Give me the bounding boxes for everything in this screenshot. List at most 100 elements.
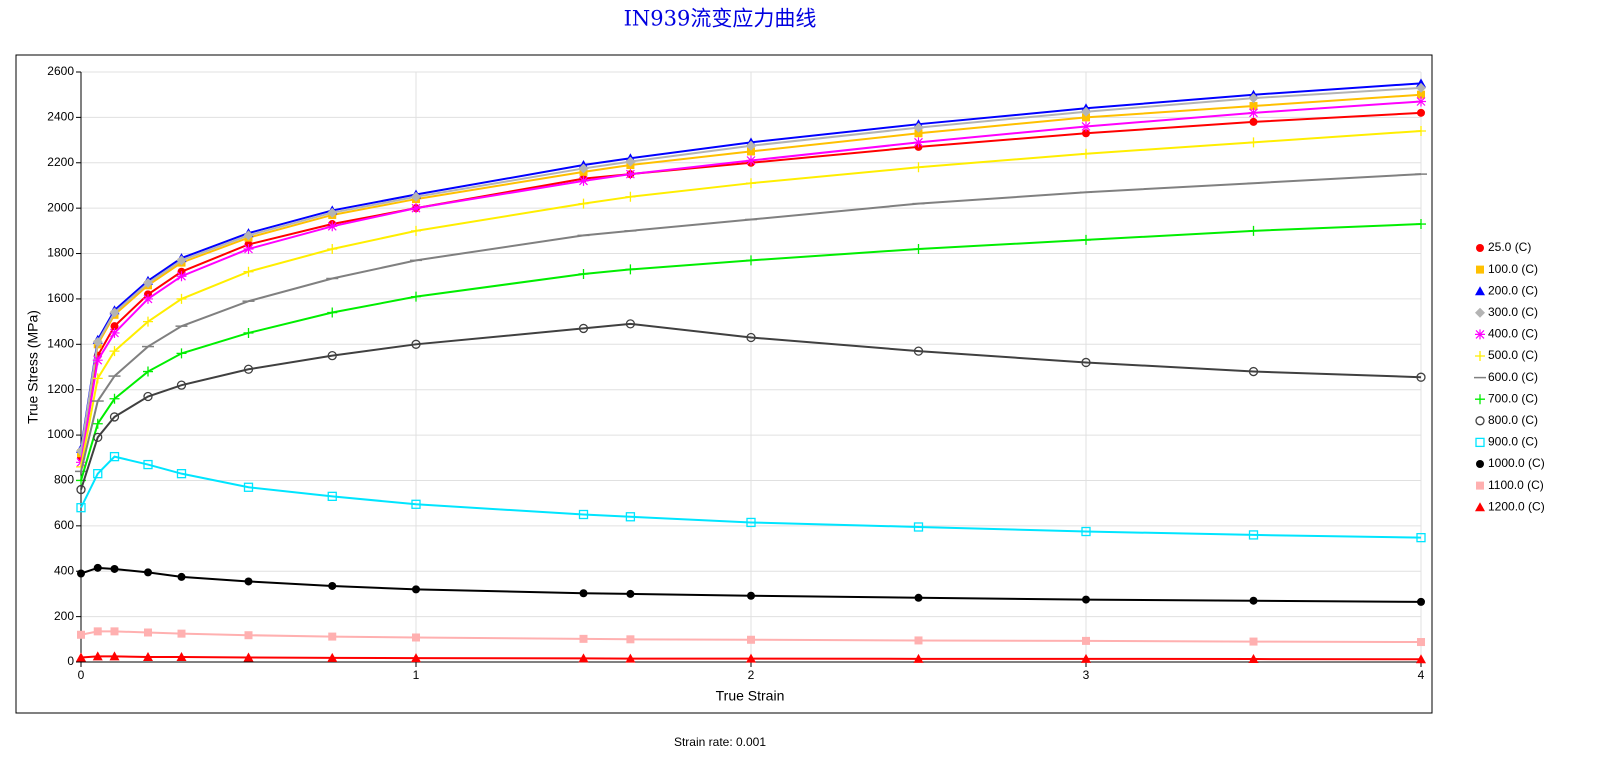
marker bbox=[327, 207, 338, 218]
marker bbox=[243, 230, 254, 241]
legend-marker bbox=[1475, 416, 1485, 426]
marker bbox=[177, 629, 186, 638]
marker bbox=[411, 191, 421, 202]
marker bbox=[626, 589, 635, 598]
marker bbox=[626, 635, 635, 644]
legend-marker bbox=[1475, 502, 1485, 512]
marker bbox=[625, 264, 636, 275]
marker bbox=[578, 268, 589, 279]
marker bbox=[92, 373, 103, 384]
marker bbox=[1249, 596, 1258, 605]
y-tick-label: 2400 bbox=[47, 110, 74, 124]
marker bbox=[109, 307, 120, 318]
marker bbox=[1417, 90, 1425, 99]
marker bbox=[243, 244, 254, 254]
marker bbox=[328, 581, 337, 590]
marker bbox=[625, 191, 636, 202]
marker bbox=[176, 380, 187, 390]
legend-marker bbox=[1475, 286, 1485, 296]
legend-label: 500.0 (C) bbox=[1488, 348, 1538, 362]
y-tick-label: 400 bbox=[54, 563, 74, 577]
marker bbox=[1081, 234, 1091, 245]
legend-label: 25.0 (C) bbox=[1488, 240, 1531, 254]
marker bbox=[913, 244, 924, 254]
marker bbox=[411, 499, 421, 509]
marker bbox=[243, 652, 254, 662]
marker bbox=[913, 653, 924, 663]
marker bbox=[411, 339, 421, 349]
legend-marker bbox=[1476, 265, 1484, 274]
marker bbox=[579, 589, 588, 598]
marker bbox=[411, 653, 421, 663]
marker bbox=[144, 628, 152, 637]
x-tick-label: 2 bbox=[748, 668, 755, 682]
marker bbox=[92, 651, 103, 661]
marker bbox=[578, 163, 589, 174]
x-tick-label: 1 bbox=[413, 668, 420, 682]
marker bbox=[93, 469, 103, 479]
marker bbox=[913, 346, 924, 356]
legend-label: 900.0 (C) bbox=[1488, 435, 1538, 449]
legend-label: 200.0 (C) bbox=[1488, 283, 1538, 297]
marker bbox=[76, 503, 86, 513]
legend-marker bbox=[1475, 351, 1485, 361]
marker bbox=[1248, 654, 1259, 664]
marker bbox=[1081, 106, 1091, 117]
marker bbox=[109, 451, 120, 462]
marker bbox=[1081, 653, 1091, 663]
marker bbox=[1249, 117, 1258, 126]
marker bbox=[1082, 113, 1090, 122]
marker bbox=[625, 653, 636, 663]
marker bbox=[578, 198, 589, 209]
marker bbox=[143, 652, 153, 662]
marker bbox=[1248, 93, 1259, 104]
marker bbox=[243, 327, 254, 338]
y-tick-label: 600 bbox=[54, 518, 74, 532]
marker bbox=[110, 322, 119, 331]
marker bbox=[747, 591, 755, 600]
marker bbox=[1248, 366, 1259, 377]
marker bbox=[143, 278, 153, 289]
marker bbox=[109, 346, 120, 357]
marker bbox=[176, 348, 187, 359]
legend-marker bbox=[1476, 460, 1484, 468]
marker bbox=[243, 266, 254, 277]
marker bbox=[1417, 108, 1425, 117]
legend-label: 1000.0 (C) bbox=[1488, 456, 1545, 470]
marker bbox=[625, 319, 636, 329]
marker bbox=[913, 162, 924, 173]
marker bbox=[411, 203, 421, 214]
marker bbox=[1249, 637, 1258, 646]
marker bbox=[176, 293, 187, 304]
y-tick-label: 1200 bbox=[47, 382, 74, 396]
legend-label: 1200.0 (C) bbox=[1488, 499, 1545, 513]
marker bbox=[1416, 219, 1426, 230]
marker bbox=[176, 652, 187, 662]
x-tick-label: 4 bbox=[1418, 668, 1425, 682]
marker bbox=[143, 459, 153, 470]
marker bbox=[578, 175, 589, 186]
marker bbox=[746, 653, 756, 663]
marker bbox=[243, 364, 254, 374]
marker bbox=[1081, 357, 1091, 368]
marker bbox=[913, 137, 924, 148]
marker bbox=[143, 391, 153, 402]
marker bbox=[914, 593, 923, 602]
y-tick-label: 200 bbox=[54, 609, 74, 623]
marker bbox=[328, 632, 337, 641]
x-axis-label: True Strain bbox=[716, 688, 785, 704]
legend-label: 400.0 (C) bbox=[1488, 327, 1538, 341]
marker bbox=[746, 140, 756, 151]
x-tick-label: 3 bbox=[1083, 668, 1090, 682]
y-tick-label: 2200 bbox=[47, 155, 74, 169]
marker bbox=[914, 129, 923, 138]
legend-label: 1100.0 (C) bbox=[1488, 478, 1544, 492]
x-tick-label: 0 bbox=[78, 668, 85, 682]
marker bbox=[1248, 530, 1259, 540]
marker bbox=[76, 652, 86, 662]
marker bbox=[327, 307, 338, 318]
marker bbox=[411, 225, 421, 236]
marker bbox=[110, 564, 119, 573]
marker bbox=[1248, 107, 1259, 118]
